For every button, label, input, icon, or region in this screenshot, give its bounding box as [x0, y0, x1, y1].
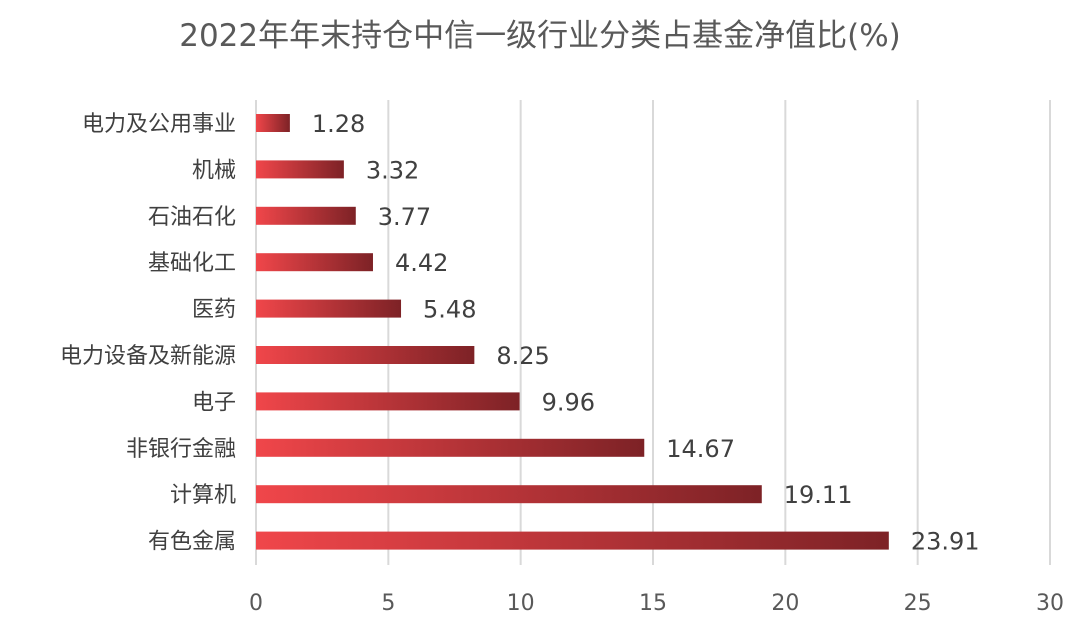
value-label-9: 23.91	[911, 528, 980, 556]
bar-7	[256, 438, 645, 457]
category-label-2: 石油石化	[148, 205, 236, 230]
category-label-7: 非银行金融	[126, 437, 236, 462]
bars	[256, 114, 889, 550]
value-label-6: 9.96	[542, 388, 595, 416]
value-label-4: 5.48	[423, 296, 476, 324]
category-label-4: 医药	[192, 298, 236, 323]
x-tick-label-0: 0	[249, 591, 263, 616]
category-label-9: 有色金属	[148, 530, 236, 555]
value-label-1: 3.32	[366, 156, 419, 184]
value-label-3: 4.42	[395, 249, 448, 277]
bar-0	[256, 114, 290, 132]
bar-6	[256, 392, 520, 411]
x-tick-label-25: 25	[904, 591, 932, 616]
value-label-7: 14.67	[666, 435, 735, 463]
bar-3	[256, 253, 373, 272]
bar-5	[256, 346, 475, 364]
x-tick-label-30: 30	[1036, 591, 1064, 616]
bar-1	[256, 160, 344, 179]
category-label-6: 电子	[192, 390, 236, 415]
bar-9	[256, 531, 889, 550]
category-label-5: 电力设备及新能源	[60, 344, 236, 369]
category-label-1: 机械	[192, 158, 236, 183]
chart-title: 2022年年末持仓中信一级行业分类占基金净值比(%)	[179, 18, 901, 54]
x-tick-label-15: 15	[639, 591, 667, 616]
x-tick-label-20: 20	[771, 591, 799, 616]
labels: 0 5 10 15 20 25 30 电力及公用事业 1.28 机械 3.32 石油石化 3.77 基础化…	[60, 110, 1064, 616]
value-label-5: 8.25	[496, 342, 549, 370]
value-label-2: 3.77	[378, 203, 431, 231]
x-tick-label-5: 5	[381, 591, 395, 616]
bar-4	[256, 299, 402, 318]
category-label-3: 基础化工	[148, 251, 236, 276]
bar-2	[256, 206, 356, 225]
value-label-0: 1.28	[312, 110, 365, 138]
x-tick-label-10: 10	[507, 591, 535, 616]
category-label-8: 计算机	[170, 483, 236, 508]
bar-8	[256, 485, 762, 504]
category-label-0: 电力及公用事业	[82, 112, 236, 137]
value-label-8: 19.11	[784, 481, 853, 509]
